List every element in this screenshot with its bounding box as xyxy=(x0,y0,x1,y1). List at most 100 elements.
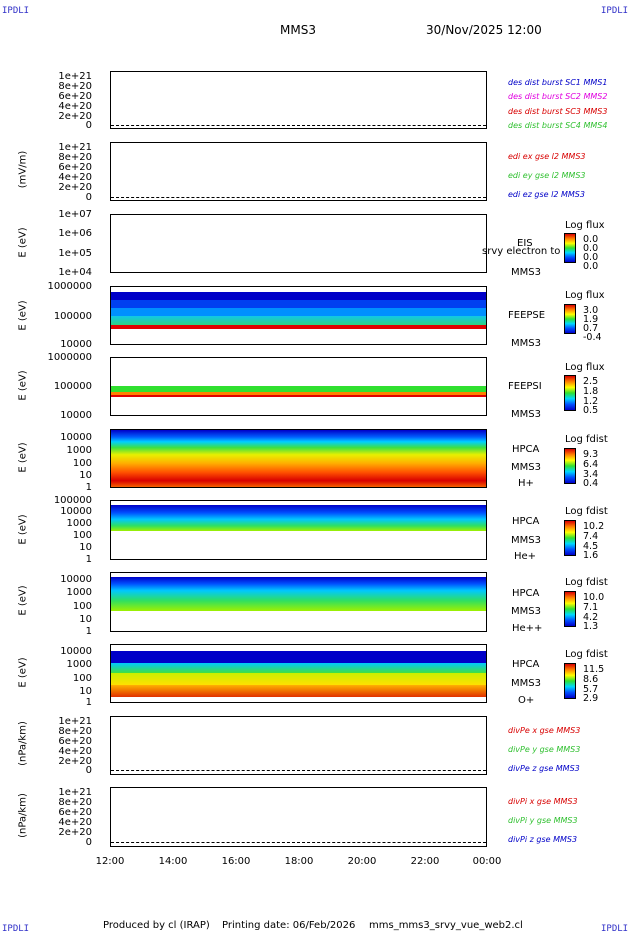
x-tick: 18:00 xyxy=(284,856,314,867)
colorbar-value: 0.0 xyxy=(583,252,599,263)
y-tick: 2e+20 xyxy=(58,182,92,193)
panel-eis xyxy=(110,214,487,273)
colorbar-title: Log fdist xyxy=(565,434,608,445)
spectrogram-band xyxy=(111,651,486,663)
zero-line xyxy=(111,197,486,198)
colorbar-value: -0.4 xyxy=(583,332,602,343)
y-tick: 2e+20 xyxy=(58,827,92,838)
y-tick: 4e+20 xyxy=(58,746,92,757)
spacecraft-label: MMS3 xyxy=(511,409,541,420)
instrument-label: HPCA xyxy=(512,516,540,527)
x-tick: 16:00 xyxy=(221,856,251,867)
panel-hpca-he xyxy=(110,500,487,560)
panel-hpca-hepp xyxy=(110,572,487,632)
panel-feepse xyxy=(110,286,487,345)
panel-divpi xyxy=(110,787,487,847)
y-tick: 1 xyxy=(85,554,92,565)
spacecraft-label: MMS3 xyxy=(511,267,541,278)
y-tick: 6e+20 xyxy=(58,807,92,818)
colorbar-value: 10.2 xyxy=(583,521,605,532)
colorbar xyxy=(564,304,576,334)
colorbar-value: 1.2 xyxy=(583,396,599,407)
y-tick: 10 xyxy=(79,542,92,553)
y-tick: 10 xyxy=(79,470,92,481)
spectrogram-fill xyxy=(111,505,486,531)
legend-entry: divPi y gse MMS3 xyxy=(508,816,578,825)
spacecraft-label: MMS3 xyxy=(511,462,541,473)
y-tick: 10000 xyxy=(60,410,92,421)
colorbar-value: 10.0 xyxy=(583,592,605,603)
footer-printing-date: Printing date: 06/Feb/2026 xyxy=(222,920,356,931)
colorbar-value: 0.7 xyxy=(583,323,599,334)
spectrogram-band xyxy=(111,325,486,329)
legend-entry: des dist burst SC4 MMS4 xyxy=(508,121,608,130)
spacecraft-label: MMS3 xyxy=(511,606,541,617)
colorbar-value: 1.3 xyxy=(583,621,599,632)
colorbar xyxy=(564,663,576,699)
y-tick: 10000 xyxy=(60,506,92,517)
panel-feepsi xyxy=(110,357,487,416)
y-tick: 1 xyxy=(85,697,92,708)
instrument-label: HPCA xyxy=(512,588,540,599)
y-tick: 1e+21 xyxy=(58,142,92,153)
spacecraft-label: MMS3 xyxy=(511,678,541,689)
zero-line xyxy=(111,842,486,843)
spectrogram-band xyxy=(111,308,486,316)
colorbar-value: 2.5 xyxy=(583,376,599,387)
spectrogram-band xyxy=(111,392,486,395)
spectrogram-band xyxy=(111,673,486,685)
colorbar-value: 0.0 xyxy=(583,243,599,254)
colorbar-value: 11.5 xyxy=(583,664,605,675)
spacecraft-label: MMS3 xyxy=(511,535,541,546)
colorbar-value: 7.1 xyxy=(583,602,599,613)
spectrogram-band xyxy=(111,386,486,392)
colorbar-value: 3.0 xyxy=(583,305,599,316)
instrument-label: FEEPSI xyxy=(508,381,542,392)
y-tick: 0 xyxy=(85,837,92,848)
panel-hpca-h xyxy=(110,429,487,488)
colorbar-title: Log fdist xyxy=(565,577,608,588)
y-tick: 1000 xyxy=(66,445,92,456)
legend-entry: divPe z gse MMS3 xyxy=(508,764,580,773)
species-label: He+ xyxy=(514,551,537,562)
colorbar-title: Log flux xyxy=(565,290,605,301)
species-label: O+ xyxy=(518,695,535,706)
colorbar-value: 0.0 xyxy=(583,234,599,245)
y-tick: 10000 xyxy=(60,339,92,350)
footer-filename: mms_mms3_srvy_vue_web2.cl xyxy=(369,920,523,931)
y-tick: 1000000 xyxy=(47,352,92,363)
y-tick: 100 xyxy=(72,530,92,541)
instrument-label: HPCA xyxy=(512,659,540,670)
x-tick: 14:00 xyxy=(158,856,188,867)
instrument-label: FEEPSE xyxy=(508,310,546,321)
spectrogram-fill xyxy=(111,577,486,611)
y-tick: 1 xyxy=(85,626,92,637)
y-axis-label: E (eV) xyxy=(17,227,29,258)
panel-divpe xyxy=(110,716,487,775)
legend-entry: divPe y gse MMS3 xyxy=(508,745,581,754)
colorbar-value: 7.4 xyxy=(583,531,599,542)
y-tick: 8e+20 xyxy=(58,726,92,737)
colorbar-value: 1.8 xyxy=(583,386,599,397)
colorbar-value: 0.5 xyxy=(583,405,599,416)
mission-title: MMS3 xyxy=(280,23,316,37)
y-tick: 1e+04 xyxy=(58,267,92,278)
panel-edi xyxy=(110,142,487,201)
y-tick: 2e+20 xyxy=(58,756,92,767)
colorbar xyxy=(564,233,576,263)
colorbar-title: Log fdist xyxy=(565,506,608,517)
y-tick: 1e+06 xyxy=(58,228,92,239)
y-tick: 0 xyxy=(85,192,92,203)
y-tick: 100 xyxy=(72,601,92,612)
zero-line xyxy=(111,125,486,126)
y-tick: 100000 xyxy=(53,381,92,392)
colorbar-value: 1.6 xyxy=(583,550,599,561)
corner-label-top-left: IPDLI xyxy=(2,6,30,16)
colorbar-title: Log flux xyxy=(565,362,605,373)
colorbar-value: 5.7 xyxy=(583,684,599,695)
y-tick: 100 xyxy=(72,673,92,684)
colorbar-value: 6.4 xyxy=(583,459,599,470)
instrument-label: EIS xyxy=(517,238,533,249)
y-tick: 10 xyxy=(79,686,92,697)
y-tick: 100000 xyxy=(53,495,92,506)
